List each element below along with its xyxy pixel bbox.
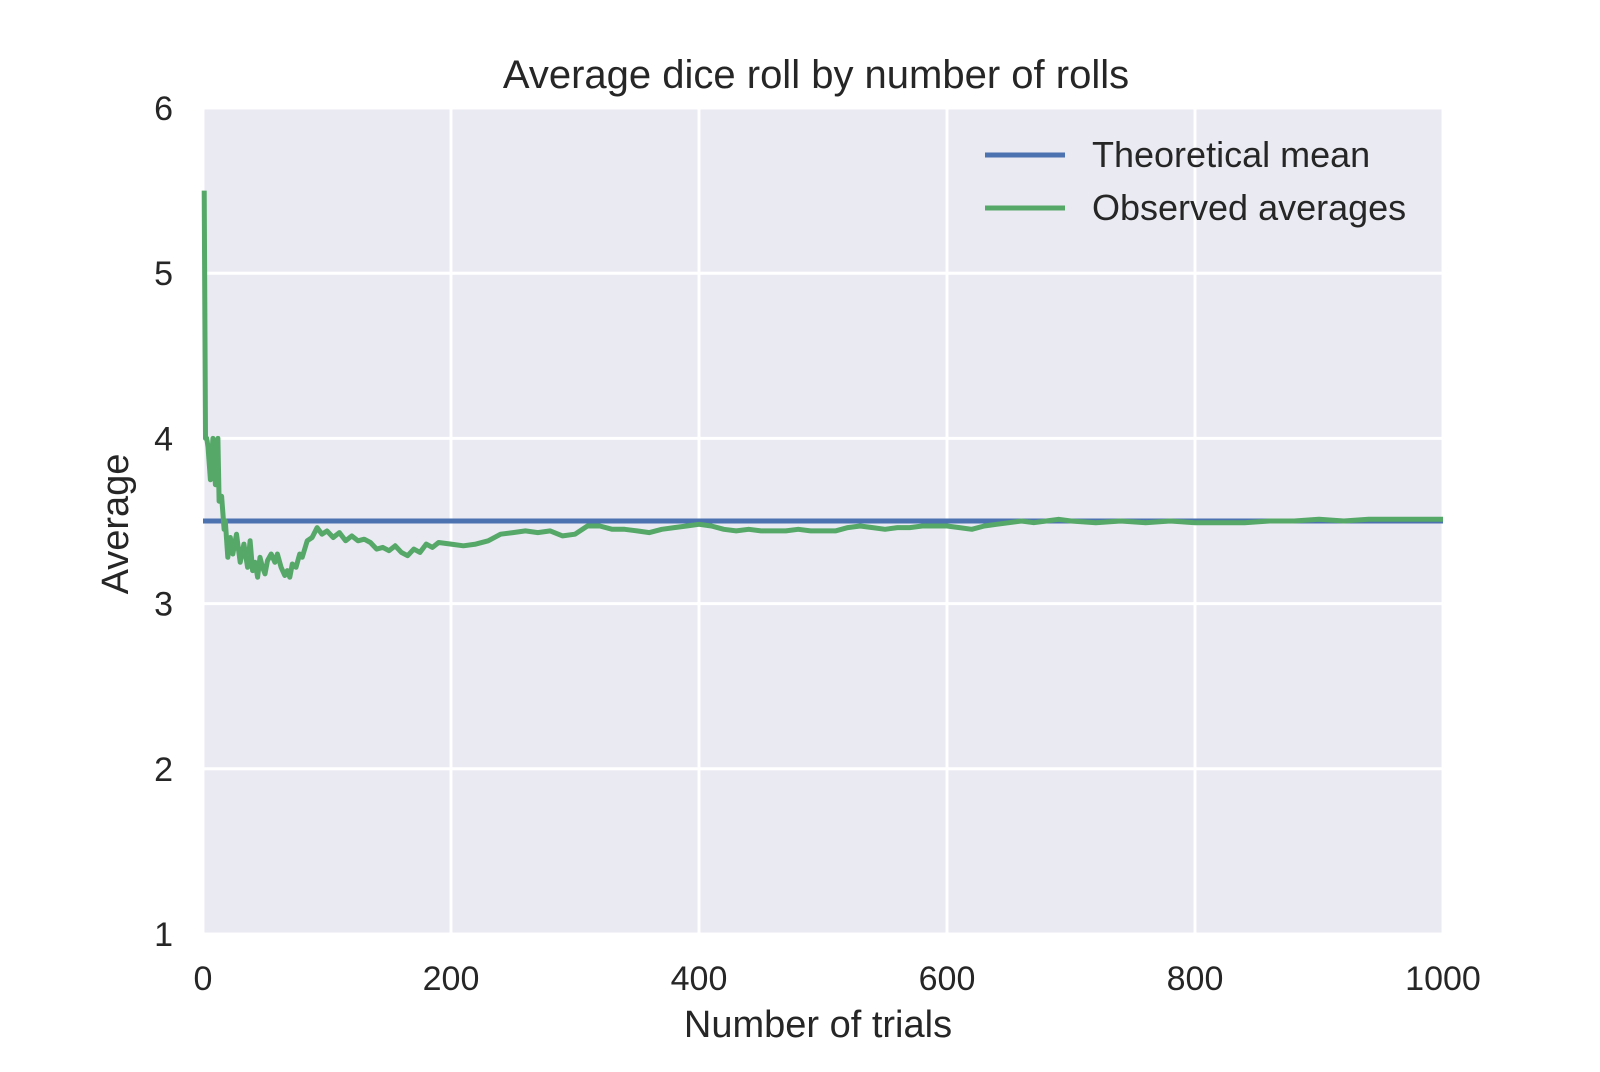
series-line-2: [201, 190, 1443, 580]
y-tick-label: 3: [154, 586, 173, 624]
y-axis-label: Average: [95, 454, 137, 595]
x-tick-label: 800: [1167, 960, 1224, 998]
x-tick-label: 600: [919, 960, 976, 998]
y-tick-label: 2: [154, 751, 173, 789]
chart-title: Average dice roll by number of rolls: [503, 53, 1129, 97]
x-tick-label: 200: [423, 960, 480, 998]
y-tick-label: 4: [154, 420, 173, 458]
legend-label: Observed averages: [1092, 187, 1406, 228]
x-axis-label: Number of trials: [684, 1004, 952, 1046]
y-tick-label: 1: [154, 916, 173, 954]
series-lines: [201, 190, 1443, 580]
legend-label: Theoretical mean: [1092, 134, 1370, 175]
legend: Theoretical mean Observed averages: [985, 134, 1406, 228]
x-tick-label: 0: [194, 960, 213, 998]
x-tick-label: 1000: [1405, 960, 1481, 998]
y-tick-label: 5: [154, 255, 173, 293]
x-tick-label: 400: [671, 960, 728, 998]
y-tick-label: 6: [154, 90, 173, 128]
tick-labels: 0 200 400 600 800 1000 1 2 3 4 5 6: [154, 90, 1481, 998]
